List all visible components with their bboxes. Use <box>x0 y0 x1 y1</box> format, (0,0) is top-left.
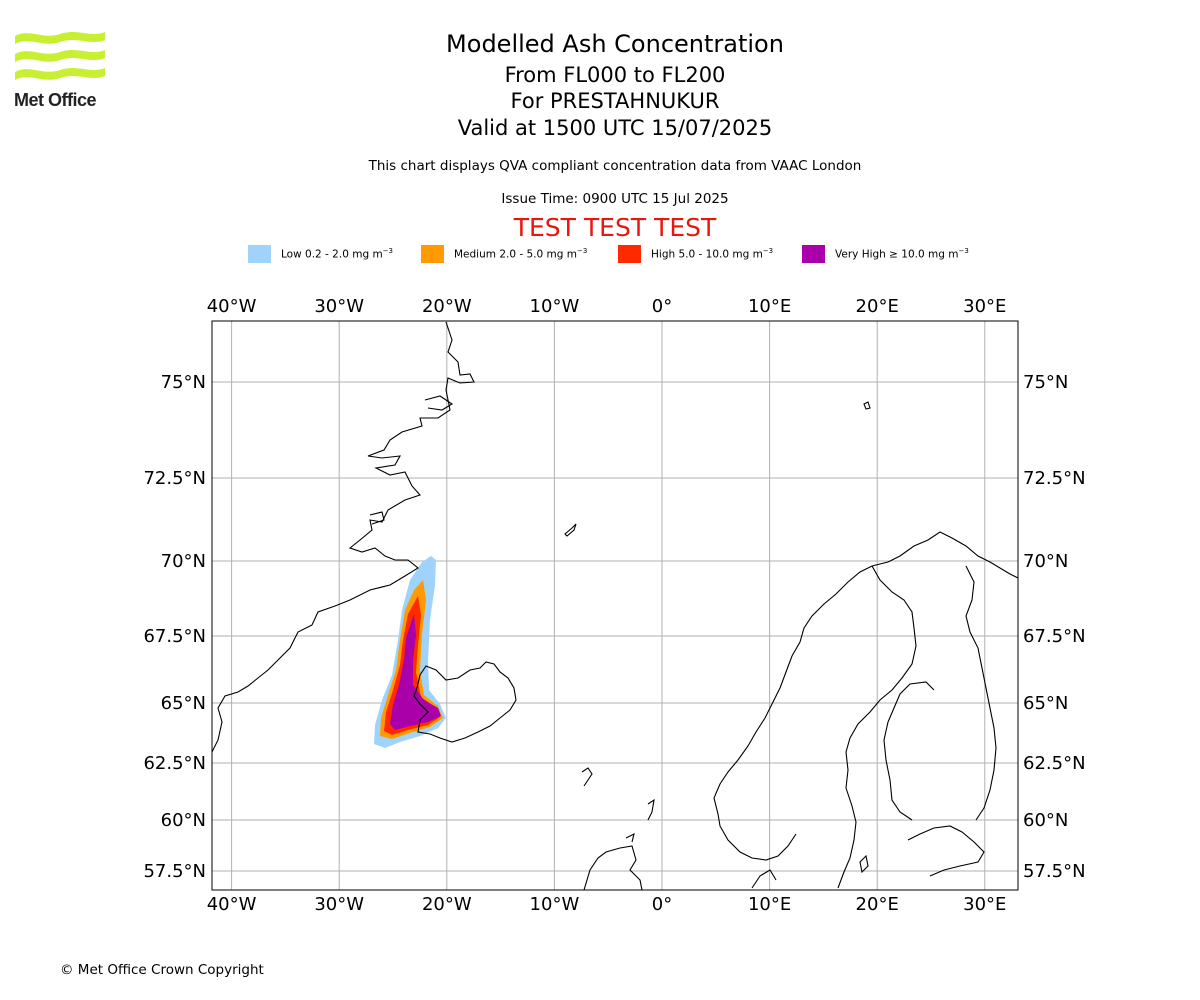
denmark-coast <box>751 869 777 889</box>
met-office-logo: Met Office <box>12 28 112 114</box>
gotland <box>859 854 869 874</box>
lat-tick-label-left: 60°N <box>161 810 206 831</box>
latitude-ticks-left: 75°N 72.5°N 70°N 67.5°N 65°N 62.5°N 60°N 57.5°N <box>143 372 206 882</box>
lat-tick-label-left: 70°N <box>161 551 206 572</box>
greenland-east-coast <box>211 321 475 753</box>
legend-label-high: High 5.0 - 10.0 mg m−3 <box>651 247 774 261</box>
legend-label-medium: Medium 2.0 - 5.0 mg m−3 <box>454 247 588 261</box>
norway-coast <box>713 531 1019 861</box>
legend-item-very-high: Very High ≥ 10.0 mg m−3 <box>802 244 969 264</box>
lon-tick-label-top: 10°E <box>748 296 791 317</box>
jan-mayen <box>564 523 577 537</box>
faroe-islands <box>581 767 593 787</box>
lon-tick-label-bottom: 30°W <box>314 894 364 915</box>
logo-text: Met Office <box>14 90 97 110</box>
map-frame <box>211 320 1019 891</box>
lon-tick-label-top: 30°W <box>314 296 364 317</box>
shetland <box>647 798 655 821</box>
lon-tick-label-top: 20°W <box>422 296 472 317</box>
subtitle: This chart displays QVA compliant concen… <box>368 158 862 174</box>
lon-tick-label-top: 40°W <box>207 296 257 317</box>
lon-tick-label-top: 30°E <box>963 296 1006 317</box>
legend-swatch-high <box>618 245 641 263</box>
lon-tick-label-bottom: 10°W <box>530 894 580 915</box>
lat-tick-label-left: 57.5°N <box>143 861 206 882</box>
greenland-fjord-2 <box>369 511 385 525</box>
finland-border <box>965 565 997 821</box>
issue-time: Issue Time: 0900 UTC 15 Jul 2025 <box>501 191 729 207</box>
legend-item-high: High 5.0 - 10.0 mg m−3 <box>618 244 773 264</box>
lon-tick-label-bottom: 10°E <box>748 894 791 915</box>
title-line-3: For PRESTAHNUKUR <box>510 89 720 113</box>
lat-tick-label-right: 72.5°N <box>1023 468 1086 489</box>
title-line-4: Valid at 1500 UTC 15/07/2025 <box>457 116 773 140</box>
coastlines <box>211 321 1019 891</box>
sweden-border <box>837 565 917 889</box>
scotland-coast <box>583 845 643 891</box>
longitude-ticks-top: 40°W 30°W 20°W 10°W 0° 10°E 20°E 30°E <box>207 296 1007 317</box>
lat-tick-label-right: 75°N <box>1023 372 1068 393</box>
orkney <box>625 832 635 843</box>
lon-tick-label-bottom: 0° <box>652 894 672 915</box>
ash-plume <box>374 556 446 748</box>
test-banner: TEST TEST TEST <box>513 213 717 242</box>
greenland-fjord-1 <box>424 395 454 411</box>
legend-item-low: Low 0.2 - 2.0 mg m−3 <box>248 244 393 264</box>
met-office-logo-waves <box>15 32 105 80</box>
ash-area-very-high <box>390 614 441 730</box>
lat-tick-label-left: 72.5°N <box>143 468 206 489</box>
lat-tick-label-right: 65°N <box>1023 693 1068 714</box>
lat-tick-label-left: 67.5°N <box>143 626 206 647</box>
lat-tick-label-right: 62.5°N <box>1023 753 1086 774</box>
legend-swatch-medium <box>421 245 444 263</box>
lat-tick-label-right: 57.5°N <box>1023 861 1086 882</box>
lon-tick-label-bottom: 20°W <box>422 894 472 915</box>
legend-swatch-low <box>248 245 271 263</box>
lon-tick-label-top: 10°W <box>530 296 580 317</box>
bear-island <box>863 401 871 410</box>
latitude-ticks-right: 75°N 72.5°N 70°N 67.5°N 65°N 62.5°N 60°N 57.5°N <box>1023 372 1086 882</box>
lon-tick-label-top: 0° <box>652 296 672 317</box>
legend-item-medium: Medium 2.0 - 5.0 mg m−3 <box>421 244 587 264</box>
title-line-1: Modelled Ash Concentration <box>446 30 784 58</box>
longitude-ticks-bottom: 40°W 30°W 20°W 10°W 0° 10°E 20°E 30°E <box>207 894 1007 915</box>
iceland-coast <box>413 661 517 743</box>
baltic-coast <box>907 825 985 877</box>
copyright: © Met Office Crown Copyright <box>60 962 264 978</box>
legend-label-low: Low 0.2 - 2.0 mg m−3 <box>281 247 394 261</box>
lat-tick-label-right: 70°N <box>1023 551 1068 572</box>
lat-tick-label-left: 65°N <box>161 693 206 714</box>
gulf-of-bothnia <box>883 681 935 821</box>
map-gridlines <box>212 321 1018 890</box>
lon-tick-label-top: 20°E <box>856 296 899 317</box>
title-line-2: From FL000 to FL200 <box>504 63 726 87</box>
legend-label-very-high: Very High ≥ 10.0 mg m−3 <box>835 247 969 261</box>
legend-swatch-very-high <box>802 245 825 263</box>
lat-tick-label-left: 75°N <box>161 372 206 393</box>
lat-tick-label-right: 67.5°N <box>1023 626 1086 647</box>
lon-tick-label-bottom: 40°W <box>207 894 257 915</box>
lon-tick-label-bottom: 30°E <box>963 894 1006 915</box>
lat-tick-label-right: 60°N <box>1023 810 1068 831</box>
lat-tick-label-left: 62.5°N <box>143 753 206 774</box>
lon-tick-label-bottom: 20°E <box>856 894 899 915</box>
